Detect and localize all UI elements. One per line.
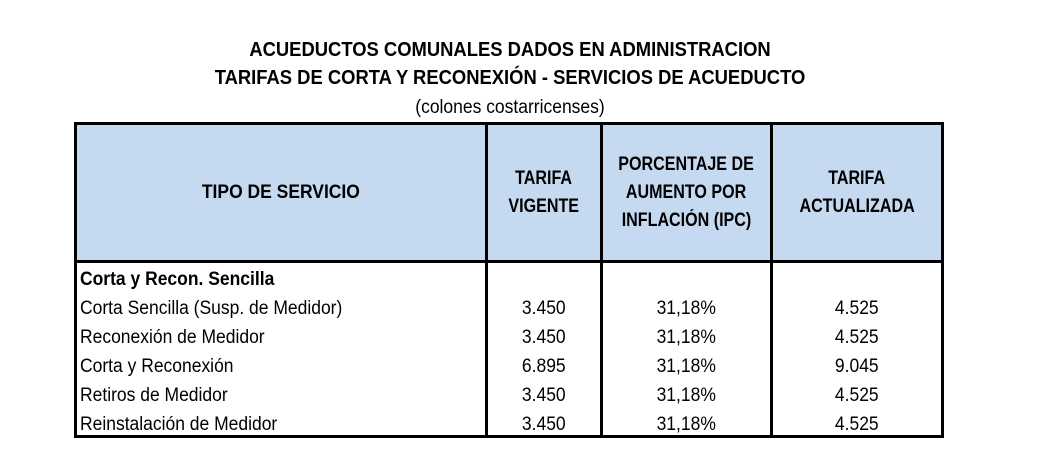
cell-actualizada: 4.525 [835,385,879,406]
cell-actualizada: 4.525 [835,298,879,319]
table-row: Retiros de Medidor 3.450 31,18% 4.525 [77,381,941,410]
cell-ipc: 31,18% [656,414,717,435]
header-actualizada-line-2: ACTUALIZADA [799,195,915,217]
cell-servicio: Retiros de Medidor [80,385,228,406]
header-vigente-label: TARIFA VIGENTE [506,165,583,221]
header-actualizada-line-1: TARIFA [828,167,886,189]
cell-vigente: 3.450 [522,385,566,406]
tariff-table: TIPO DE SERVICIO TARIFA VIGENTE PORCENTA… [74,122,944,438]
cell-ipc: 31,18% [656,385,717,406]
table-row: Reinstalación de Medidor 3.450 31,18% 4.… [77,410,941,439]
table-row: Corta y Reconexión 6.895 31,18% 9.045 [77,352,941,381]
cell-vigente: 3.450 [522,414,566,435]
page-title-line-1: ACUEDUCTOS COMUNALES DADOS EN ADMINISTRA… [249,39,771,61]
cell-vigente: 6.895 [522,356,566,377]
column-divider [770,125,773,435]
cell-servicio: Corta y Reconexión [80,356,234,377]
cell-ipc: 31,18% [656,327,717,348]
column-divider [485,125,488,435]
header-vigente-line-1: TARIFA [515,167,573,189]
cell-actualizada: 4.525 [835,414,879,435]
header-ipc-label: PORCENTAJE DE AUMENTO POR INFLACIÓN (IPC… [613,151,760,235]
header-vigente-line-2: VIGENTE [508,195,580,217]
header-ipc-line-1: PORCENTAJE DE [618,153,755,175]
currency-subtitle: (colones costarricenses) [415,97,605,118]
table-header: TIPO DE SERVICIO TARIFA VIGENTE PORCENTA… [77,125,941,263]
cell-actualizada: 4.525 [835,327,879,348]
header-actualizada-label: TARIFA ACTUALIZADA [794,165,919,221]
cell-servicio: Reinstalación de Medidor [80,414,278,435]
header-tipo-label: TIPO DE SERVICIO [201,181,361,203]
cell-servicio: Corta Sencilla (Susp. de Medidor) [80,298,343,319]
table-row: Corta Sencilla (Susp. de Medidor) 3.450 … [77,294,941,323]
cell-ipc: 31,18% [656,356,717,377]
page-title-line-2: TARIFAS DE CORTA Y RECONEXIÓN - SERVICIO… [214,67,806,89]
section-row: Corta y Recon. Sencilla [77,265,941,294]
cell-vigente: 3.450 [522,298,566,319]
cell-vigente: 3.450 [522,327,566,348]
header-ipc-line-3: INFLACIÓN (IPC) [621,209,752,231]
cell-ipc: 31,18% [656,298,717,319]
column-divider [600,125,603,435]
cell-actualizada: 9.045 [835,356,879,377]
header-porcentaje-ipc: PORCENTAJE DE AUMENTO POR INFLACIÓN (IPC… [603,125,770,260]
table-row: Reconexión de Medidor 3.450 31,18% 4.525 [77,323,941,352]
cell-servicio: Reconexión de Medidor [80,327,265,348]
header-tipo-servicio: TIPO DE SERVICIO [77,125,485,260]
header-ipc-line-2: AUMENTO POR [626,181,747,203]
header-tarifa-actualizada: TARIFA ACTUALIZADA [773,125,941,260]
header-tarifa-vigente: TARIFA VIGENTE [488,125,600,260]
section-title: Corta y Recon. Sencilla [80,269,275,290]
